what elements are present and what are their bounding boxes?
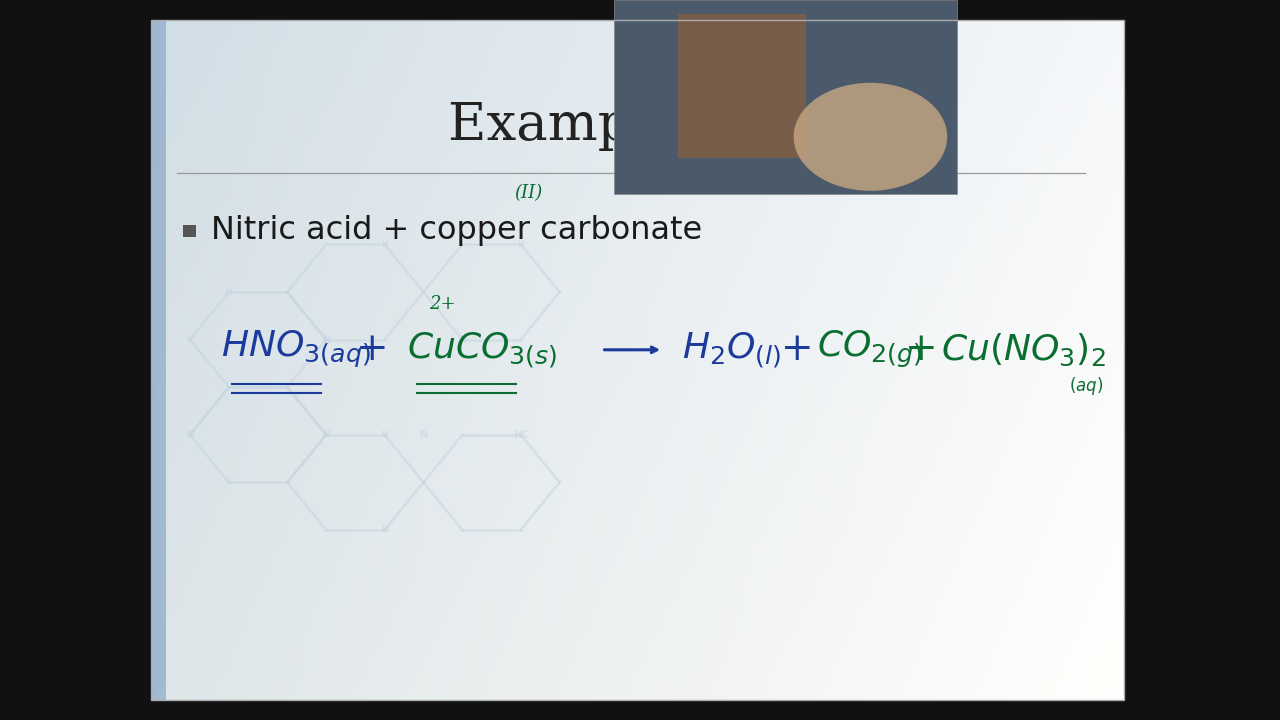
- Text: +: +: [356, 331, 389, 369]
- Text: +: +: [905, 331, 938, 369]
- Text: H: H: [460, 335, 466, 344]
- Bar: [151, 20, 1124, 700]
- Text: O: O: [186, 430, 195, 440]
- Text: $HNO_{3(aq)}$: $HNO_{3(aq)}$: [221, 329, 371, 370]
- Bar: [151, 20, 166, 700]
- Text: H: H: [517, 240, 524, 249]
- Ellipse shape: [794, 83, 947, 191]
- Bar: [678, 14, 806, 158]
- Text: $CO_{2(g)}$: $CO_{2(g)}$: [817, 329, 922, 370]
- Text: H: H: [225, 478, 232, 487]
- Text: $H_2O_{(l)}$: $H_2O_{(l)}$: [682, 330, 782, 369]
- Text: +: +: [781, 331, 814, 369]
- Text: H: H: [381, 526, 388, 534]
- Text: N: N: [323, 430, 330, 440]
- Text: $(aq)$: $(aq)$: [1069, 375, 1103, 397]
- Text: $CuCO_{3(s)}$: $CuCO_{3(s)}$: [407, 330, 558, 369]
- Text: HC: HC: [513, 430, 529, 440]
- Text: H: H: [381, 431, 388, 439]
- Text: C: C: [187, 335, 193, 345]
- Bar: [183, 225, 196, 237]
- Text: (II): (II): [515, 184, 543, 202]
- Text: Nitric acid + copper carbonate: Nitric acid + copper carbonate: [211, 215, 703, 246]
- Bar: [614, 0, 957, 194]
- Text: N: N: [420, 430, 428, 440]
- Text: H: H: [381, 240, 388, 249]
- Text: H: H: [225, 287, 232, 297]
- Text: N: N: [323, 335, 330, 345]
- Text: Example 2: Example 2: [448, 100, 730, 151]
- Text: $Cu(NO_3)_2$: $Cu(NO_3)_2$: [941, 332, 1106, 368]
- Text: 2+: 2+: [430, 295, 456, 313]
